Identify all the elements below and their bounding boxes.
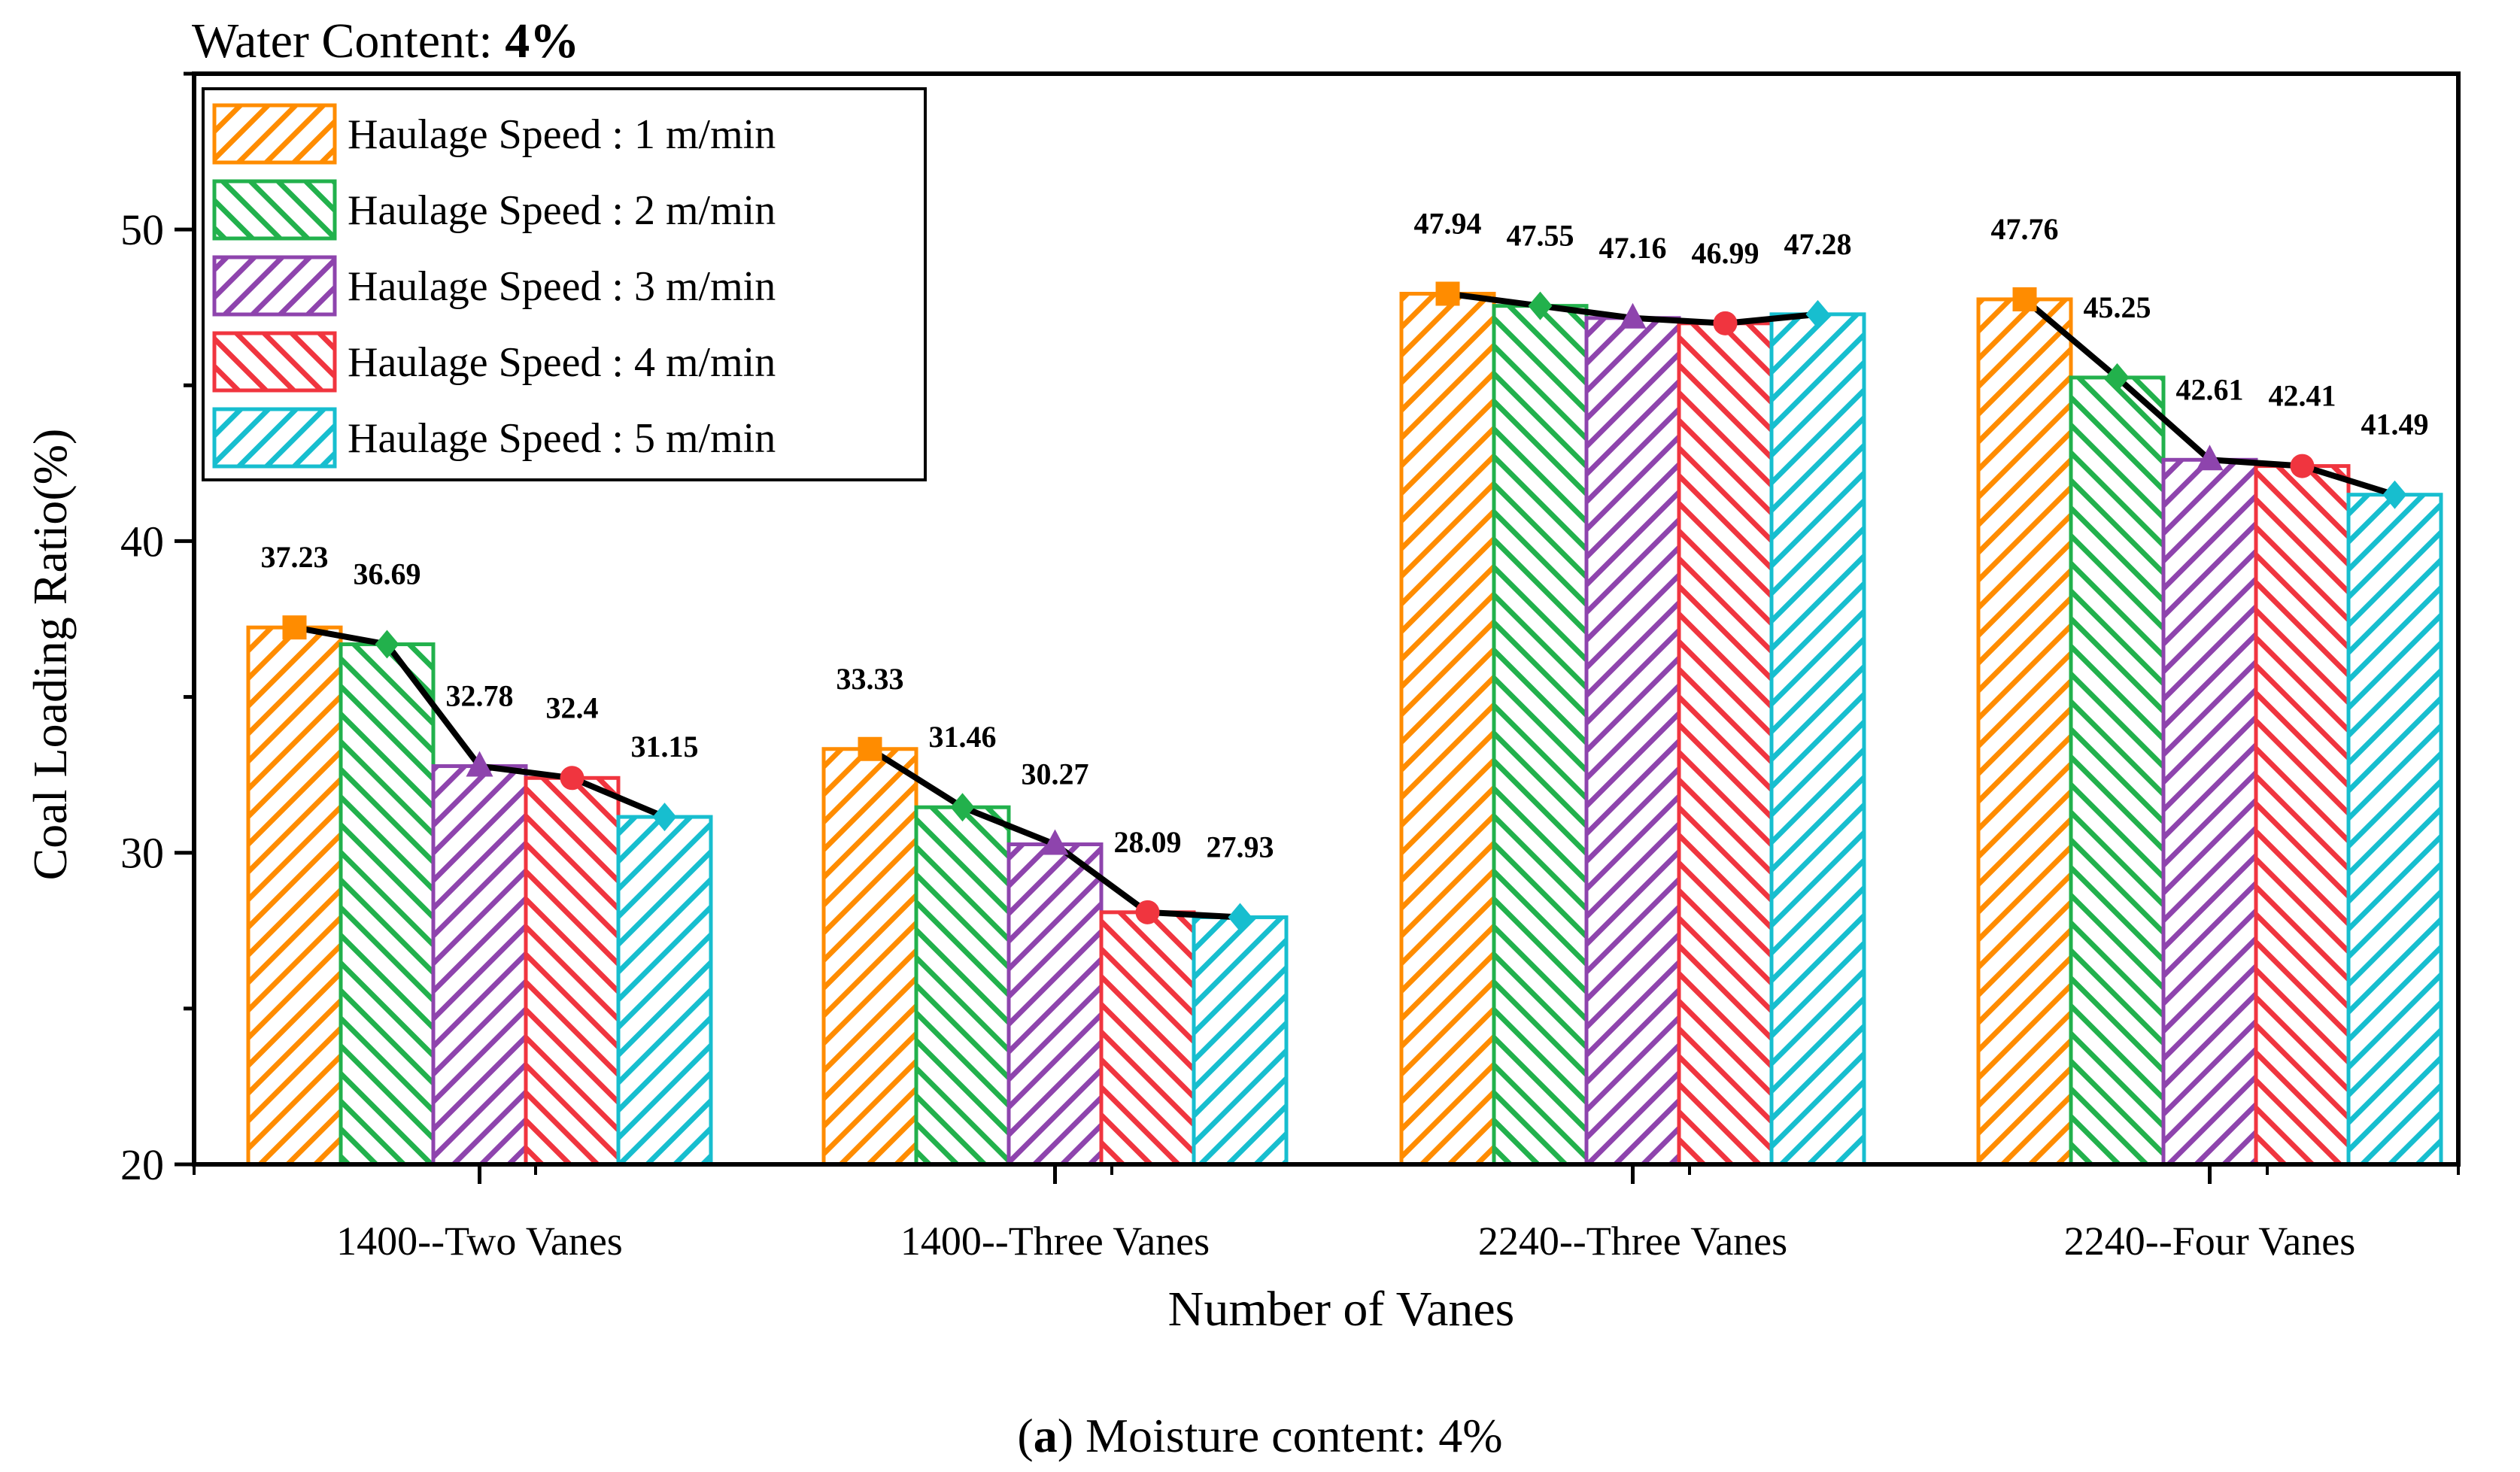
value-label: 31.15 [631, 730, 699, 763]
value-label: 41.49 [2361, 408, 2429, 442]
data-point [2382, 480, 2407, 509]
bar [2346, 493, 2443, 1167]
value-label: 47.55 [1507, 219, 1574, 253]
data-point [652, 803, 677, 832]
x-axis-label: Number of Vanes [1168, 1282, 1515, 1337]
bar [914, 805, 1011, 1167]
legend-swatch [212, 255, 337, 317]
value-label: 42.41 [2269, 379, 2336, 413]
bar [2069, 375, 2166, 1167]
value-label: 33.33 [836, 662, 904, 696]
y-tick-label: 40 [120, 517, 164, 566]
value-label: 42.61 [2176, 372, 2244, 406]
data-point [858, 736, 882, 761]
bar [1099, 910, 1196, 1167]
bar [1399, 291, 1496, 1167]
x-tick-label: 1400--Three Vanes [900, 1219, 1210, 1264]
bar [246, 625, 343, 1167]
x-tick-label: 1400--Two Vanes [336, 1219, 623, 1264]
data-point [2196, 445, 2224, 471]
data-point [1619, 302, 1647, 329]
bar [1006, 842, 1104, 1167]
bar-group [246, 291, 2443, 1167]
y-tick-label: 50 [120, 205, 164, 254]
value-label: 31.46 [929, 720, 997, 754]
data-point [1135, 900, 1160, 924]
value-label: 27.93 [1207, 830, 1274, 863]
data-point [1435, 281, 1460, 306]
y-tick-label: 20 [120, 1140, 164, 1189]
legend-swatch [212, 331, 337, 393]
data-point [1528, 291, 1553, 320]
value-label: 32.78 [446, 679, 514, 713]
bar [1677, 321, 1774, 1167]
y-axis-label: Coal Loading Ratio(%) [23, 429, 77, 881]
value-label: 47.94 [1414, 206, 1482, 240]
value-label: 30.27 [1022, 757, 1089, 791]
data-point [466, 751, 493, 777]
x-tick-label: 2240--Three Vanes [1478, 1219, 1787, 1264]
marker-group [282, 281, 2407, 932]
bar [339, 642, 436, 1167]
data-point [1805, 299, 1830, 329]
data-point [560, 766, 584, 791]
legend-label: Haulage Speed : 4 m/min [348, 339, 776, 386]
legend-swatch [212, 103, 337, 165]
legend-label: Haulage Speed : 2 m/min [348, 187, 776, 234]
value-label: 47.28 [1784, 227, 1852, 261]
bar [616, 815, 713, 1167]
bar [1976, 297, 2073, 1167]
plot-frame [192, 71, 2461, 1167]
value-label: 47.16 [1599, 231, 1667, 265]
axes: 1400--Two Vanes 1400--Three Vanes 2240--Th… [120, 71, 2461, 1264]
data-point [1713, 311, 1738, 335]
legend-swatch [212, 407, 337, 469]
value-label: 36.69 [354, 557, 421, 591]
bar [2254, 464, 2351, 1167]
data-point [950, 793, 975, 822]
data-point [282, 615, 307, 640]
bar [524, 775, 621, 1167]
data-point [2012, 287, 2037, 311]
data-point [1041, 829, 1069, 855]
value-label: 45.25 [2084, 290, 2151, 324]
legend-label: Haulage Speed : 1 m/min [348, 111, 776, 158]
bar [1584, 316, 1681, 1167]
value-label: 47.76 [1991, 212, 2059, 246]
legend: Haulage Speed : 1 m/min Haulage Speed : 2… [202, 87, 927, 481]
bar [2161, 457, 2258, 1167]
data-point [2290, 454, 2315, 478]
value-label: 32.4 [546, 690, 599, 724]
value-label: 46.99 [1692, 236, 1759, 270]
bar [1192, 915, 1289, 1167]
legend-label: Haulage Speed : 5 m/min [348, 415, 776, 462]
data-point [1228, 903, 1252, 932]
data-point [375, 630, 399, 659]
y-tick-label: 30 [120, 829, 164, 878]
legend-label: Haulage Speed : 3 m/min [348, 263, 776, 310]
bar [1769, 312, 1866, 1167]
figure-caption: (a) Moisture content: 4% [1017, 1409, 1502, 1462]
legend-swatch [212, 179, 337, 241]
value-label-group: 37.23 36.69 32.78 32.4 31.15 33.33 31.46 30.27 2… [261, 206, 2429, 863]
bar [1492, 304, 1589, 1167]
bar [431, 764, 528, 1167]
value-label: 28.09 [1114, 825, 1182, 859]
data-point [2105, 363, 2130, 392]
x-tick-label: 2240--Four Vanes [2064, 1219, 2355, 1264]
chart-title: Water Content: 4% [192, 14, 579, 68]
value-label: 37.23 [261, 540, 329, 574]
bar [821, 747, 918, 1167]
